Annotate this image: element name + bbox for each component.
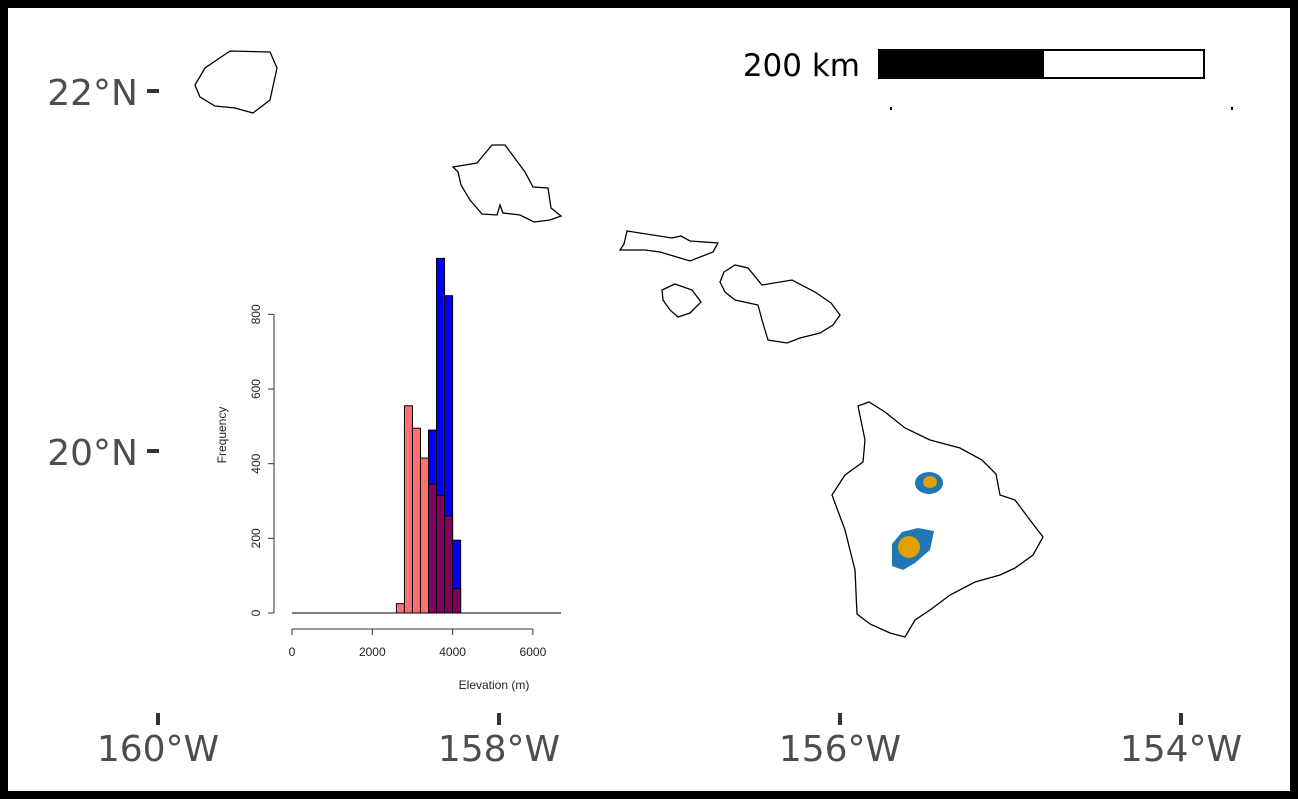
island-molokai (618, 230, 720, 262)
lat-tick-20n (147, 449, 159, 453)
scale-bar-white-segment (1042, 49, 1205, 79)
range-mauna-kea (915, 472, 943, 494)
histogram-x-tick-label-2: 4000 (439, 645, 466, 659)
histogram-y-axis: 0 200 400 600 800 (249, 304, 275, 616)
latitude-axis: 22°N 20°N (47, 73, 159, 474)
lon-tick-154w (1179, 713, 1183, 725)
longitude-axis: 160°W 158°W 156°W 154°W (97, 713, 1242, 770)
map-canvas: 200 km 22°N 20°N 160°W 158°W 156°W 154°W (47, 48, 1242, 770)
lon-tick-158w (497, 713, 501, 725)
histogram-ylabel: Frequency (215, 407, 229, 464)
histogram-bar-red-4 (428, 483, 438, 614)
map-frame: 200 km 22°N 20°N 160°W 158°W 156°W 154°W (8, 8, 1290, 791)
lon-tick-label-160w: 160°W (97, 729, 219, 770)
lon-tick-label-154w: 154°W (1120, 729, 1242, 770)
scale-bar-label: 200 km (743, 48, 860, 84)
island-kauai (194, 50, 278, 114)
histogram-bar-red-5 (436, 494, 446, 614)
lon-tick-156w (838, 713, 842, 725)
lat-tick-label-22n: 22°N (47, 73, 138, 114)
histogram-y-tick-label-0: 0 (249, 609, 263, 616)
island-lanai (661, 283, 702, 318)
scale-bar-black-segment (879, 50, 1043, 78)
histogram-y-tick-label-3: 600 (249, 379, 263, 399)
histogram-bar-red-7 (452, 588, 462, 614)
histogram-x-tick-label-1: 2000 (359, 645, 386, 659)
histogram-y-tick-label-4: 800 (249, 304, 263, 324)
range-mauna-loa (892, 528, 934, 570)
histogram-y-tick-label-2: 400 (249, 453, 263, 473)
histogram-bar-red-3 (419, 457, 430, 614)
histogram-x-tick-label-3: 6000 (520, 645, 547, 659)
histogram-y-tick-label-1: 200 (249, 528, 263, 548)
island-oahu (451, 144, 563, 223)
histogram-x-axis: 0 2000 4000 6000 (289, 628, 547, 659)
lon-tick-160w (156, 713, 160, 725)
histogram-x-tick-label-0: 0 (289, 645, 296, 659)
histogram-bar-red-0 (395, 603, 405, 614)
histogram-bar-red-6 (444, 515, 454, 614)
elevation-histogram: 0 200 400 600 800 0 2000 4000 6000 Frequency El… (215, 257, 561, 692)
island-hawaii (831, 401, 1044, 638)
lon-tick-label-158w: 158°W (438, 729, 560, 770)
island-maui (719, 264, 841, 344)
lat-tick-22n (147, 89, 159, 93)
scale-bar: 200 km (743, 48, 1233, 110)
histogram-xlabel: Elevation (m) (459, 678, 530, 692)
lon-tick-label-156w: 156°W (779, 729, 901, 770)
histogram-bar-red-2 (411, 427, 421, 614)
histogram-bars (395, 257, 462, 614)
histogram-bar-red-1 (403, 405, 413, 614)
lat-tick-label-20n: 20°N (47, 433, 138, 474)
